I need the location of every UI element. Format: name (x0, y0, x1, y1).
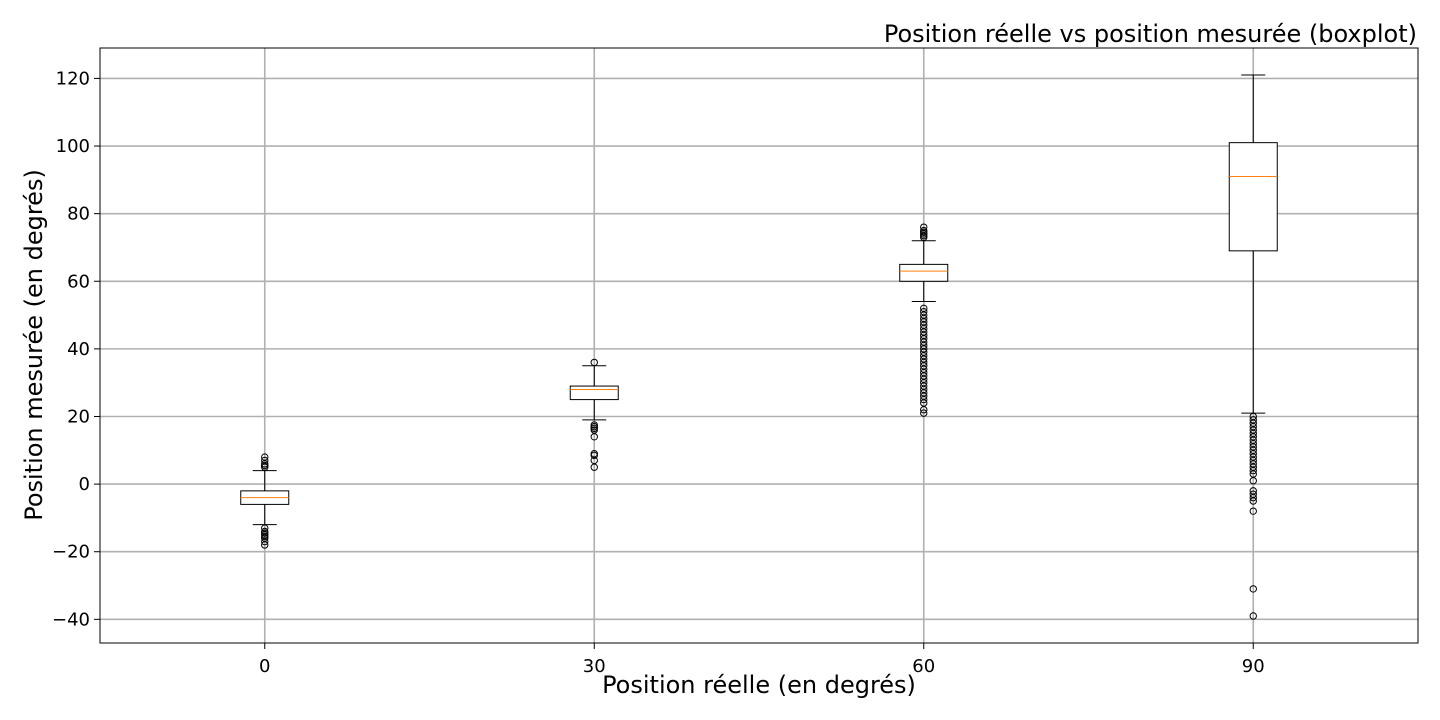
flier-point (1249, 466, 1257, 475)
plot-frame (99, 47, 1419, 644)
box-0 (240, 453, 290, 549)
flier-point (261, 456, 269, 465)
y-tick-label: 80 (67, 204, 90, 225)
y-tick-label: 100 (56, 136, 90, 157)
x-tick-label: 60 (912, 656, 935, 677)
grid-lines (100, 48, 1418, 643)
x-axis-label: Position réelle (en degrés) (602, 671, 916, 699)
y-tick-label: 120 (56, 68, 90, 89)
flier-point (590, 433, 598, 441)
flier-point (590, 463, 598, 471)
flier-point (920, 223, 928, 231)
flier-point (920, 399, 928, 407)
flier-point (920, 226, 928, 235)
flier-point (1249, 477, 1257, 485)
flier-point (590, 456, 598, 465)
flier-point (590, 451, 598, 460)
flier-point (1249, 612, 1257, 620)
x-tick-label: 30 (583, 656, 606, 677)
x-tick-label: 90 (1242, 656, 1265, 677)
box-90 (1228, 74, 1278, 620)
flier-point (261, 537, 269, 546)
x-tick-label: 0 (259, 656, 270, 677)
flier-point (261, 541, 269, 549)
flier-point (920, 395, 928, 404)
y-tick-label: 40 (67, 339, 90, 360)
flier-point (590, 358, 598, 367)
y-tick-label: 60 (67, 271, 90, 292)
flier-point (1249, 507, 1257, 515)
flier-point (920, 406, 928, 414)
y-axis-label: Position mesurée (en degrés) (20, 169, 48, 521)
y-tick-label: −40 (52, 609, 90, 630)
flier-point (261, 453, 269, 461)
box-60 (899, 223, 949, 417)
flier-point (920, 409, 928, 417)
box-30 (569, 358, 619, 471)
ticks: −40 −20 0 20 40 60 80 100 120 0 30 60 90 (52, 68, 1265, 677)
y-tick-label: 0 (79, 474, 90, 495)
flier-point (590, 426, 598, 434)
iqr-box (899, 263, 949, 282)
flier-point (1249, 497, 1257, 505)
flier-point (1249, 493, 1257, 502)
y-tick-label: −20 (52, 542, 90, 563)
boxes (240, 74, 1278, 620)
flier-point (1249, 585, 1257, 593)
chart-title: Position réelle vs position mesurée (box… (884, 20, 1417, 48)
iqr-box (1228, 142, 1278, 252)
iqr-box (569, 385, 619, 401)
y-tick-label: 20 (67, 406, 90, 427)
flier-point (1249, 470, 1257, 478)
